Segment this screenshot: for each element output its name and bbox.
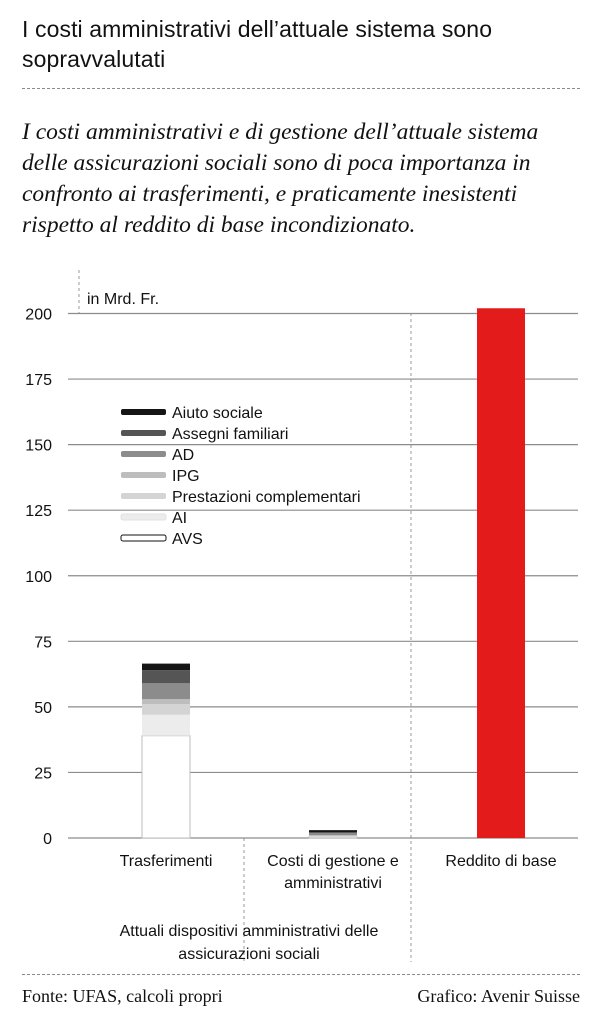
bar-segment-1-6	[309, 830, 357, 833]
y-tick-label-50: 50	[34, 700, 52, 717]
credit-note: Grafico: Avenir Suisse	[417, 986, 580, 1006]
bar-segment-0-1	[142, 714, 190, 736]
legend-swatch-3	[121, 472, 166, 478]
y-tick-label-100: 100	[25, 569, 52, 586]
chart-subtitle: I costi amministrativi e di gestione del…	[22, 119, 539, 238]
legend-label-3: IPG	[172, 468, 200, 485]
legend-swatch-5	[120, 513, 167, 521]
legend-label-6: AVS	[172, 531, 203, 548]
legend-label-1: Assegni familiari	[172, 426, 288, 443]
unit-label: in Mrd. Fr.	[87, 291, 159, 308]
chart-title: I costi amministrativi dell’attuale sist…	[22, 16, 493, 72]
legend-swatch-4	[121, 493, 166, 499]
bar-segment-1-0	[308, 836, 358, 839]
bar-segment-1-3	[309, 835, 357, 836]
legend-swatch-1	[121, 430, 166, 436]
legend-label-0: Aiuto sociale	[172, 405, 263, 422]
bar-segment-0-4	[142, 683, 190, 700]
bar-segment-0-0	[141, 735, 191, 839]
legend-swatch-6	[120, 534, 167, 542]
y-tick-label-25: 25	[34, 765, 52, 782]
y-tick-label-175: 175	[25, 372, 52, 389]
legend-label-5: AI	[172, 510, 187, 527]
bar-segment-1-5	[309, 832, 357, 834]
y-tick-label-75: 75	[34, 634, 52, 651]
source-note: Fonte: UFAS, calcoli propri	[22, 986, 223, 1006]
bar-segment-0-6	[142, 663, 190, 671]
y-tick-label-200: 200	[25, 307, 52, 324]
legend-swatch-2	[121, 451, 166, 457]
y-tick-label-0: 0	[43, 831, 52, 848]
header-divider	[22, 88, 580, 89]
bar-segment-1-1	[309, 835, 357, 837]
bar-segment-0-5	[142, 670, 190, 684]
legend-label-4: Prestazioni complementari	[172, 489, 361, 506]
legend-label-2: AD	[172, 447, 194, 464]
x-tick-label-0: Trasferimenti	[120, 853, 213, 870]
bar-segment-0-3	[142, 699, 190, 705]
y-tick-label-150: 150	[25, 438, 52, 455]
category-group-label: Attuali dispositivi amministrativi delle…	[120, 923, 379, 963]
bar-segment-0-2	[142, 704, 190, 715]
legend-swatch-0	[121, 409, 166, 415]
y-tick-label-125: 125	[25, 503, 52, 520]
footer-divider	[22, 974, 580, 975]
bar-segment-1-4	[309, 833, 357, 836]
x-tick-label-1: Costi di gestione e amministrativi	[267, 853, 399, 892]
x-tick-label-2: Reddito di base	[445, 853, 556, 870]
bar-segment-2-7	[477, 308, 525, 838]
